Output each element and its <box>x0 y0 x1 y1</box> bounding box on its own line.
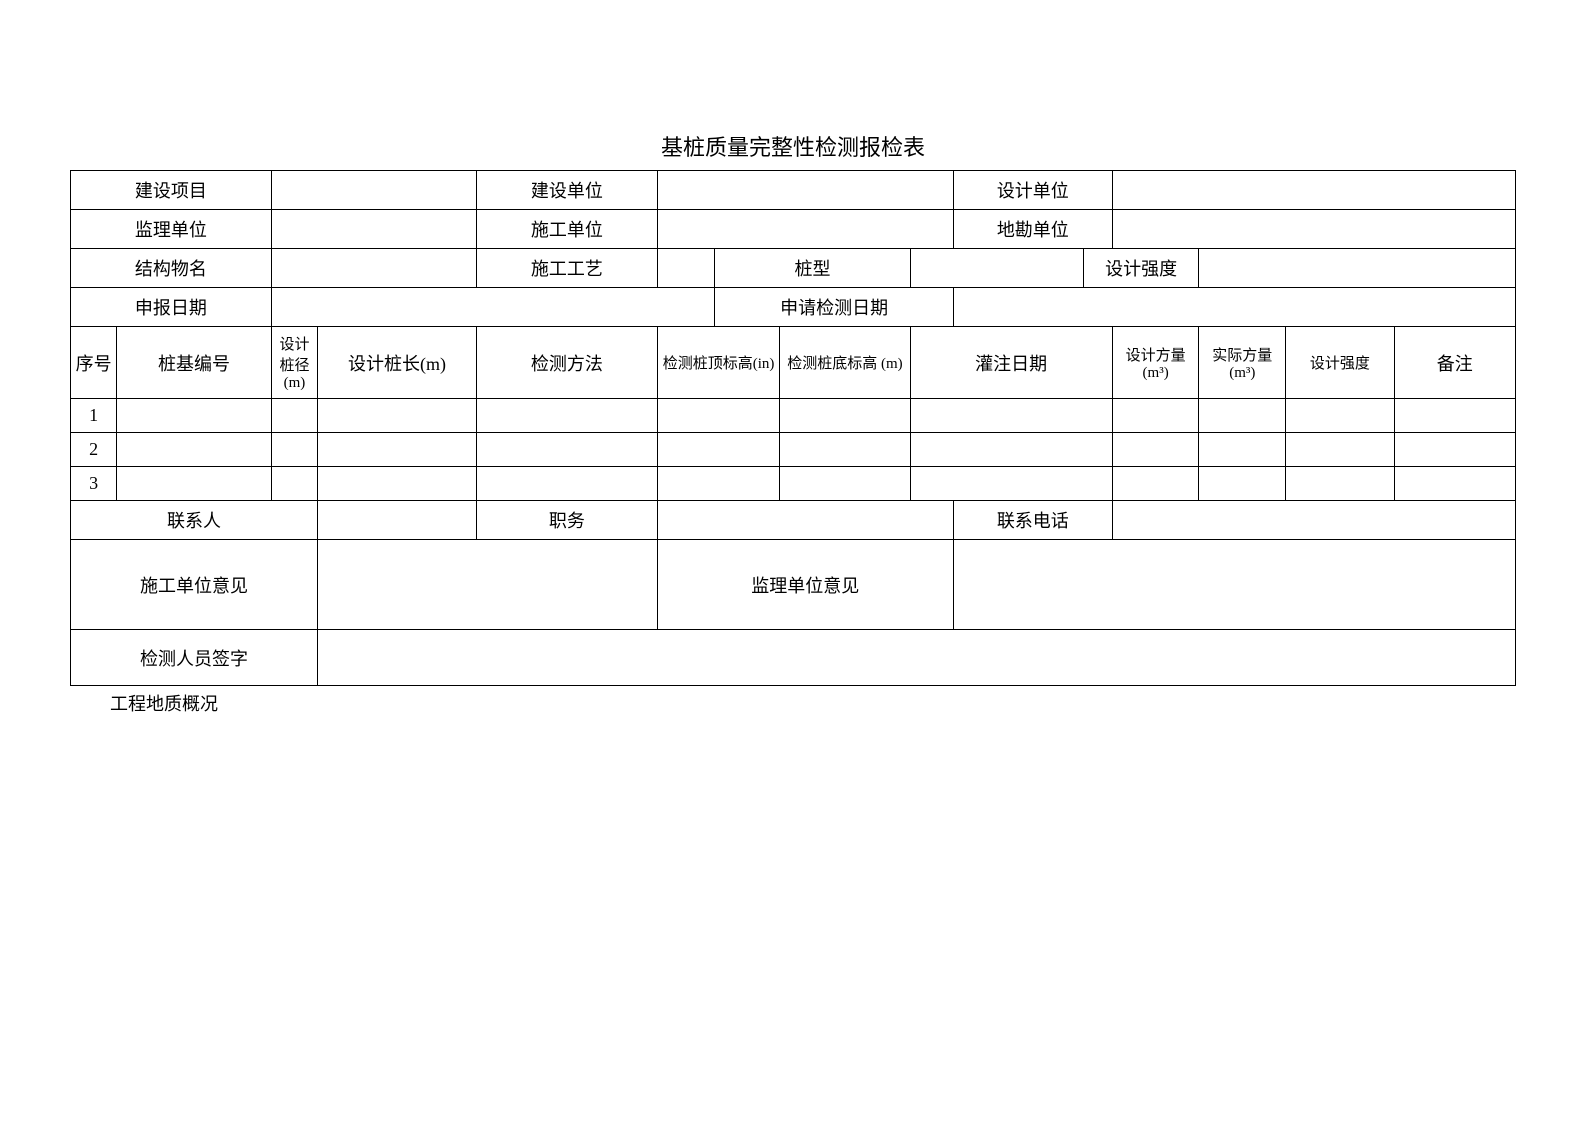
cell <box>318 433 477 467</box>
cell <box>1112 399 1199 433</box>
label-phone: 联系电话 <box>953 501 1112 540</box>
label-supervision-opinion: 监理单位意见 <box>657 540 953 630</box>
value-tester-sign <box>318 630 1516 686</box>
cell <box>1286 467 1394 501</box>
cell <box>271 433 317 467</box>
cell <box>1394 399 1515 433</box>
cell <box>1394 433 1515 467</box>
label-tester-sign: 检测人员签字 <box>71 630 318 686</box>
label-supervision-unit: 监理单位 <box>71 210 272 249</box>
cell <box>1199 433 1286 467</box>
label-contractor-unit: 施工单位 <box>477 210 658 249</box>
value-geosurvey-unit <box>1112 210 1515 249</box>
value-contact <box>318 501 477 540</box>
cell <box>780 399 910 433</box>
col-pour-date: 灌注日期 <box>910 327 1112 399</box>
col-test-bottom-elev: 检测桩底标高 (m) <box>780 327 910 399</box>
label-structure-name: 结构物名 <box>71 249 272 288</box>
value-phone <box>1112 501 1515 540</box>
cell <box>477 433 658 467</box>
cell <box>657 467 780 501</box>
value-design-strength <box>1199 249 1516 288</box>
cell-seq: 2 <box>71 433 117 467</box>
label-design-unit: 设计单位 <box>953 171 1112 210</box>
value-design-unit <box>1112 171 1515 210</box>
cell <box>780 433 910 467</box>
table-row: 3 <box>71 467 1516 501</box>
label-position: 职务 <box>477 501 658 540</box>
label-construction-project: 建设项目 <box>71 171 272 210</box>
value-request-test-date <box>953 288 1515 327</box>
table-row: 1 <box>71 399 1516 433</box>
label-contractor-opinion: 施工单位意见 <box>71 540 318 630</box>
cell <box>1394 467 1515 501</box>
cell <box>318 467 477 501</box>
cell <box>657 433 780 467</box>
col-test-top-elev: 检测桩顶标高(in) <box>657 327 780 399</box>
label-construction-tech: 施工工艺 <box>477 249 658 288</box>
cell <box>477 467 658 501</box>
label-design-strength: 设计强度 <box>1083 249 1199 288</box>
label-pile-type: 桩型 <box>715 249 910 288</box>
col-design-strength2: 设计强度 <box>1286 327 1394 399</box>
label-contact: 联系人 <box>71 501 318 540</box>
cell <box>1199 467 1286 501</box>
cell <box>477 399 658 433</box>
col-test-method: 检测方法 <box>477 327 658 399</box>
cell <box>1112 467 1199 501</box>
col-design-length: 设计桩长(m) <box>318 327 477 399</box>
value-report-date <box>271 288 715 327</box>
value-contractor-opinion <box>318 540 658 630</box>
cell <box>910 467 1112 501</box>
col-seq: 序号 <box>71 327 117 399</box>
value-contractor-unit <box>657 210 953 249</box>
cell <box>117 399 272 433</box>
value-pile-type <box>910 249 1083 288</box>
label-construction-unit: 建设单位 <box>477 171 658 210</box>
value-construction-tech <box>657 249 715 288</box>
cell <box>271 399 317 433</box>
cell <box>1112 433 1199 467</box>
value-supervision-unit <box>271 210 476 249</box>
cell <box>271 467 317 501</box>
form-title: 基桩质量完整性检测报检表 <box>70 130 1516 162</box>
value-construction-project <box>271 171 476 210</box>
cell <box>117 433 272 467</box>
cell <box>1286 433 1394 467</box>
inspection-form-table: 建设项目 建设单位 设计单位 监理单位 施工单位 地勘单位 结构物名 施工工艺 … <box>70 170 1516 686</box>
footer-note: 工程地质概况 <box>70 690 1516 716</box>
cell <box>318 399 477 433</box>
cell-seq: 3 <box>71 467 117 501</box>
value-position <box>657 501 953 540</box>
cell <box>910 433 1112 467</box>
value-supervision-opinion <box>953 540 1515 630</box>
label-geosurvey-unit: 地勘单位 <box>953 210 1112 249</box>
col-actual-volume: 实际方量(m³) <box>1199 327 1286 399</box>
col-remarks: 备注 <box>1394 327 1515 399</box>
col-design-volume: 设计方量(m³) <box>1112 327 1199 399</box>
label-report-date: 申报日期 <box>71 288 272 327</box>
cell <box>117 467 272 501</box>
cell <box>910 399 1112 433</box>
table-row: 2 <box>71 433 1516 467</box>
value-structure-name <box>271 249 476 288</box>
cell <box>1199 399 1286 433</box>
cell-seq: 1 <box>71 399 117 433</box>
label-request-test-date: 申请检测日期 <box>715 288 953 327</box>
cell <box>780 467 910 501</box>
col-pile-no: 桩基编号 <box>117 327 272 399</box>
value-construction-unit <box>657 171 953 210</box>
cell <box>1286 399 1394 433</box>
col-design-diameter: 设计桩径(m) <box>271 327 317 399</box>
cell <box>657 399 780 433</box>
